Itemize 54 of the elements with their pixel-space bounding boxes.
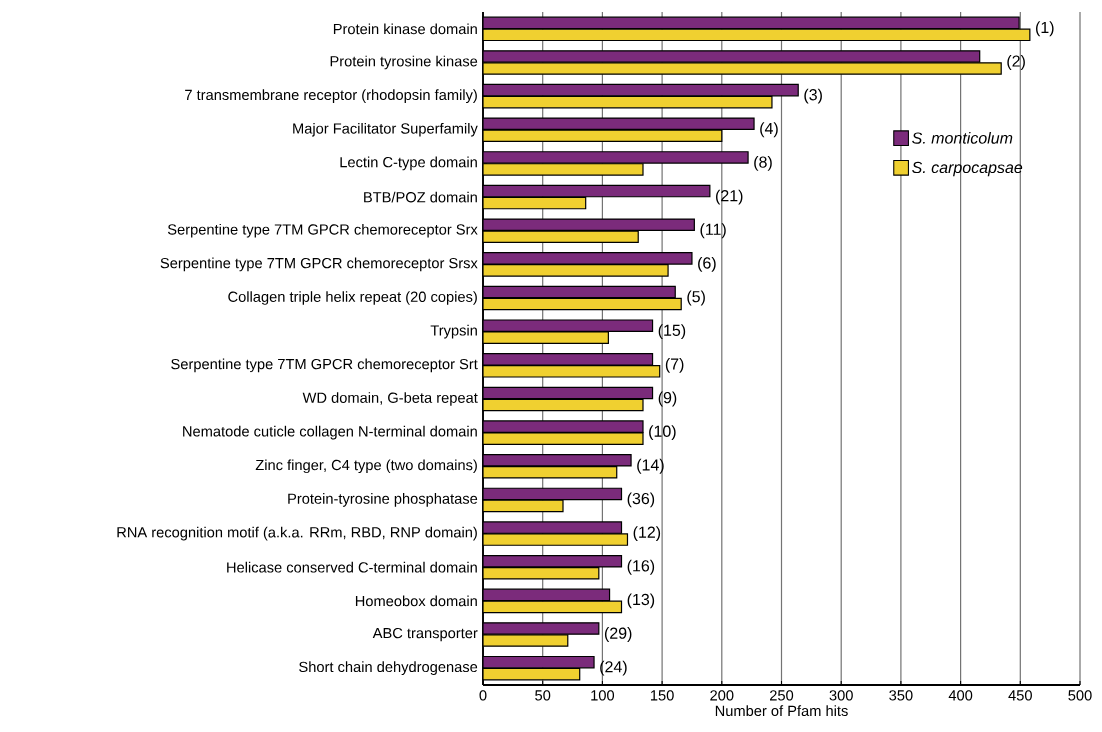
x-tick-label: 500: [1068, 690, 1092, 701]
annotation: (10): [649, 425, 676, 441]
y-tick-label: Major Facilitator Superfamily: [293, 122, 478, 137]
y-tick-label: Homeobox domain: [355, 595, 477, 607]
x-tick-label: 250: [770, 690, 794, 701]
legend-label: S. monticolum: [912, 132, 1013, 144]
x-tick-label: 450: [1008, 690, 1032, 701]
y-tick-label: Helicase conserved C-terminal domain: [227, 561, 477, 573]
x-tick-label: 300: [829, 690, 853, 701]
y-tick-label: BTB/POZ domain: [364, 191, 477, 203]
annotation: (8): [754, 155, 772, 171]
annotation: (4): [760, 122, 778, 138]
y-tick-label: Trypsin: [430, 324, 477, 339]
annotation: (9): [658, 391, 677, 407]
annotation: (15): [658, 324, 686, 340]
annotation: (6): [698, 256, 716, 272]
x-tick-label: 200: [710, 690, 734, 701]
annotation: (3): [804, 88, 822, 104]
y-tick-label: ABC transporter: [372, 627, 478, 642]
annotation: (5): [687, 290, 705, 306]
y-tick-label: Protein tyrosine kinase: [330, 55, 478, 70]
annotation: (13): [627, 593, 655, 609]
annotation: (12): [633, 526, 661, 542]
y-tick-label: Lectin C-type domain: [340, 156, 477, 171]
y-tick-label: WD domain, G-beta repeat: [302, 392, 478, 406]
annotation: (21): [716, 189, 743, 205]
annotation: (29): [604, 627, 632, 642]
legend-label: S. carpocapsae: [912, 161, 1023, 177]
y-tick-label: Collagen triple helix repeat (20 copies): [228, 291, 477, 305]
x-tick-label: 100: [591, 690, 615, 701]
y-tick-label: Nematode cuticle collagen N-terminal domain: [183, 425, 477, 440]
y-tick-label: Zinc finger, C4 type (two domains): [255, 459, 477, 474]
x-tick-label: 50: [535, 690, 551, 701]
x-axis-title: Number of Pfam hits: [715, 705, 848, 717]
y-tick-label: Serpentine type 7TM GPCR chemoreceptor Srt: [171, 358, 478, 373]
annotation: (11): [700, 223, 726, 239]
x-tick-label: 350: [889, 690, 913, 701]
x-tick-label: 150: [650, 690, 674, 701]
annotation: (36): [627, 492, 655, 508]
annotation: (16): [627, 559, 655, 575]
y-tick-label: 7 transmembrane receptor (rhodopsin family): [185, 89, 477, 103]
y-tick-label: Short chain dehydrogenase: [299, 661, 478, 675]
y-tick-label: Serpentine type 7TM GPCR chemoreceptor Srsx: [160, 257, 478, 272]
y-tick-label: Protein kinase domain: [333, 23, 477, 35]
annotation: (14): [637, 458, 664, 474]
x-tick-label: 400: [948, 690, 973, 701]
annotation: (7): [665, 357, 684, 373]
annotation: (1): [1035, 21, 1054, 37]
annotation: (2): [1007, 55, 1025, 70]
annotation: (24): [600, 660, 627, 676]
y-tick-label: Protein-tyrosine phosphatase: [288, 493, 478, 507]
y-tick-label: Serpentine type 7TM GPCR chemoreceptor Srx: [167, 223, 478, 238]
y-tick-label: RNA recognition motif (a.k.a. RRm, RBD, RNP domain): [117, 526, 477, 541]
x-tick-label: 0: [479, 690, 487, 701]
